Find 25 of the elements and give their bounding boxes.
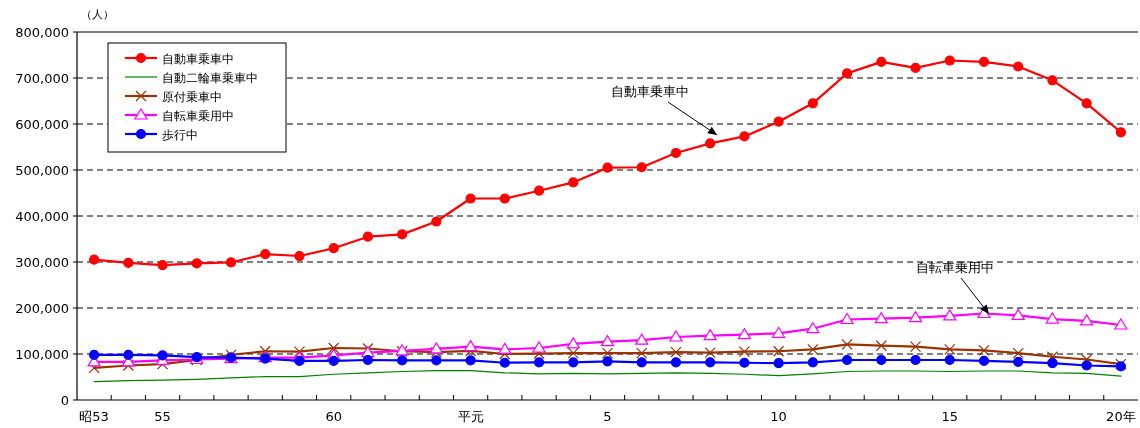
legend-label: 歩行中 xyxy=(162,128,198,142)
ytick: 0 xyxy=(60,393,69,408)
ylabel: （人） xyxy=(80,8,114,21)
xtick: 55 xyxy=(154,409,171,424)
xtick: 15 xyxy=(941,409,959,424)
ytick: 600,000 xyxy=(15,117,69,132)
xtick: 10 xyxy=(770,409,787,424)
ytick: 700,000 xyxy=(15,71,69,86)
xtick: 20年 xyxy=(1106,409,1136,424)
ytick: 800,000 xyxy=(15,25,69,40)
annotation: 自転車乗用中 xyxy=(916,260,994,275)
xtick: 昭53 xyxy=(79,409,109,424)
xtick: 60 xyxy=(325,409,342,424)
xtick: 5 xyxy=(603,409,612,424)
annotation: 自動車乗車中 xyxy=(611,84,689,99)
ytick: 200,000 xyxy=(15,301,69,316)
legend-label: 自動車乗車中 xyxy=(162,52,234,66)
legend-label: 自動二輪車乗車中 xyxy=(162,71,258,85)
xtick: 平元 xyxy=(457,409,484,424)
ytick: 300,000 xyxy=(15,255,69,270)
ytick: 500,000 xyxy=(15,163,69,178)
legend-label: 自転車乗用中 xyxy=(162,109,234,123)
ytick: 100,000 xyxy=(15,347,69,362)
legend-label: 原付乗車中 xyxy=(162,90,222,104)
ytick: 400,000 xyxy=(15,209,69,224)
